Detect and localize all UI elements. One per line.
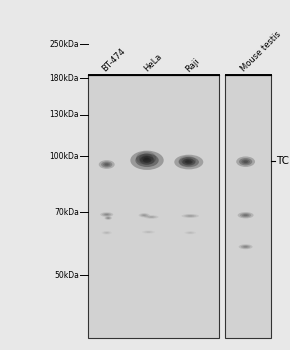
- Ellipse shape: [186, 215, 194, 217]
- Text: 70kDa: 70kDa: [54, 208, 79, 217]
- Text: 50kDa: 50kDa: [54, 271, 79, 280]
- Ellipse shape: [242, 246, 249, 248]
- Ellipse shape: [101, 161, 112, 168]
- Ellipse shape: [243, 160, 248, 163]
- Ellipse shape: [239, 244, 253, 249]
- Text: 130kDa: 130kDa: [49, 110, 79, 119]
- Ellipse shape: [142, 214, 147, 216]
- Ellipse shape: [240, 213, 251, 217]
- Ellipse shape: [103, 162, 110, 167]
- Ellipse shape: [179, 156, 196, 166]
- Ellipse shape: [179, 157, 199, 167]
- Ellipse shape: [139, 154, 153, 163]
- Ellipse shape: [244, 215, 248, 216]
- Ellipse shape: [139, 156, 155, 164]
- Ellipse shape: [105, 163, 109, 166]
- Ellipse shape: [106, 217, 111, 219]
- Ellipse shape: [100, 212, 113, 217]
- Ellipse shape: [174, 155, 203, 169]
- Ellipse shape: [130, 150, 164, 170]
- Ellipse shape: [139, 213, 150, 217]
- Text: Mouse testis: Mouse testis: [239, 30, 283, 74]
- Text: 100kDa: 100kDa: [49, 152, 79, 161]
- Ellipse shape: [185, 160, 193, 164]
- Ellipse shape: [135, 154, 159, 167]
- Ellipse shape: [99, 160, 115, 169]
- Ellipse shape: [244, 246, 247, 247]
- Ellipse shape: [236, 156, 255, 167]
- Text: BT-474: BT-474: [100, 47, 127, 74]
- Ellipse shape: [143, 158, 151, 163]
- Ellipse shape: [185, 160, 190, 162]
- Text: 180kDa: 180kDa: [49, 74, 79, 83]
- Ellipse shape: [181, 158, 193, 165]
- Ellipse shape: [238, 212, 253, 218]
- Ellipse shape: [104, 216, 112, 220]
- Text: Raji: Raji: [184, 56, 201, 74]
- Ellipse shape: [106, 217, 110, 219]
- Ellipse shape: [144, 215, 159, 219]
- Ellipse shape: [102, 213, 111, 216]
- Ellipse shape: [144, 156, 149, 160]
- Text: 250kDa: 250kDa: [49, 40, 79, 49]
- Ellipse shape: [140, 214, 148, 217]
- Ellipse shape: [142, 155, 151, 161]
- Ellipse shape: [184, 159, 191, 163]
- Ellipse shape: [148, 216, 155, 218]
- Ellipse shape: [242, 214, 249, 217]
- Text: HeLa: HeLa: [142, 52, 164, 74]
- FancyBboxPatch shape: [225, 75, 271, 338]
- Ellipse shape: [104, 214, 110, 216]
- FancyBboxPatch shape: [88, 75, 219, 338]
- Ellipse shape: [241, 159, 250, 164]
- Text: TCEB3: TCEB3: [276, 156, 290, 166]
- Ellipse shape: [239, 158, 252, 166]
- Ellipse shape: [146, 216, 157, 218]
- Ellipse shape: [182, 214, 199, 218]
- Ellipse shape: [136, 152, 156, 165]
- Ellipse shape: [182, 159, 195, 165]
- Ellipse shape: [184, 215, 196, 217]
- Ellipse shape: [143, 215, 146, 216]
- Ellipse shape: [241, 245, 251, 248]
- Ellipse shape: [105, 214, 108, 215]
